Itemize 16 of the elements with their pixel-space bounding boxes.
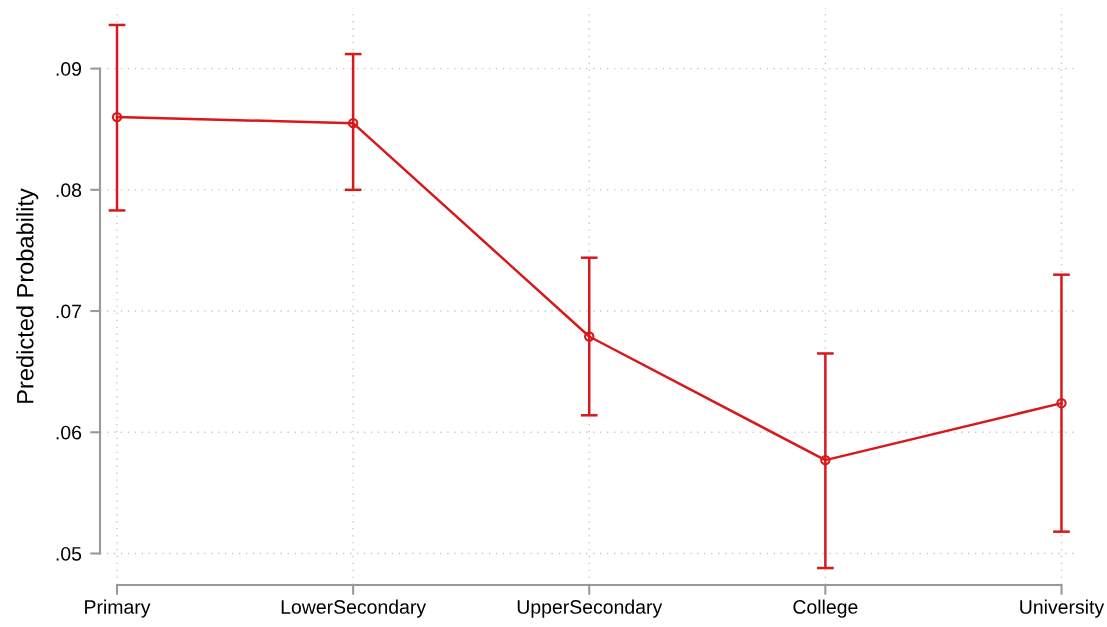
y-tick-label: .05 (56, 546, 82, 561)
point (1056, 397, 1067, 409)
x-tick-label: LowerSecondary (281, 599, 427, 618)
y-tick-label: .08 (56, 183, 82, 198)
y-tick-label: .09 (56, 62, 82, 76)
point (111, 111, 123, 123)
x-tick-label: UpperSecondary (517, 599, 663, 618)
point (347, 117, 359, 129)
y-tick-label: .07 (56, 304, 81, 319)
x-tick-label: Primary (85, 599, 151, 618)
point (584, 331, 595, 342)
x-tick-label: College (793, 599, 858, 618)
y-axis-title: Predicted Probability (16, 188, 39, 403)
y-tick-label: .06 (56, 425, 82, 440)
x-tick-label: University (1020, 599, 1105, 618)
point (820, 454, 831, 466)
